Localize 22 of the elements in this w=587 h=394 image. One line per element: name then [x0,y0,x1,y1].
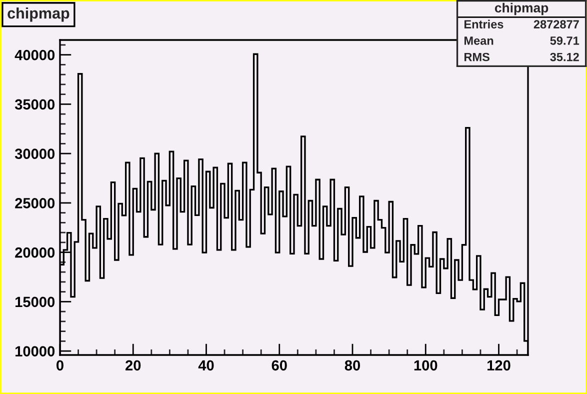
annotation: Mean [464,36,494,45]
x-tick-label: 120 [488,360,510,371]
x-tick-label: 100 [414,360,438,371]
y-tick-label: 20000 [15,247,55,258]
y-tick-label: 15000 [16,296,55,308]
chart-title: chipmap [8,7,70,22]
y-tick-label: 30000 [14,148,55,159]
y-tick-label: 35000 [14,99,55,110]
y-tick-label: 10000 [16,346,55,356]
text: 2872877 [534,20,579,28]
y-tick-label: 25000 [15,198,55,208]
text: chipmap [494,2,548,16]
text: Entries [464,20,504,28]
x-tick-label: 0 [56,360,64,371]
text: 35.12 [550,52,579,62]
x-tick-label: 20 [126,360,141,371]
text: 59.71 [550,36,580,45]
x-tick-label: 60 [272,360,287,371]
y-tick-label: 40000 [14,50,55,60]
annotation: RMS [464,52,490,62]
x-tick-label: 40 [198,360,214,371]
x-tick-label: 80 [344,360,360,371]
